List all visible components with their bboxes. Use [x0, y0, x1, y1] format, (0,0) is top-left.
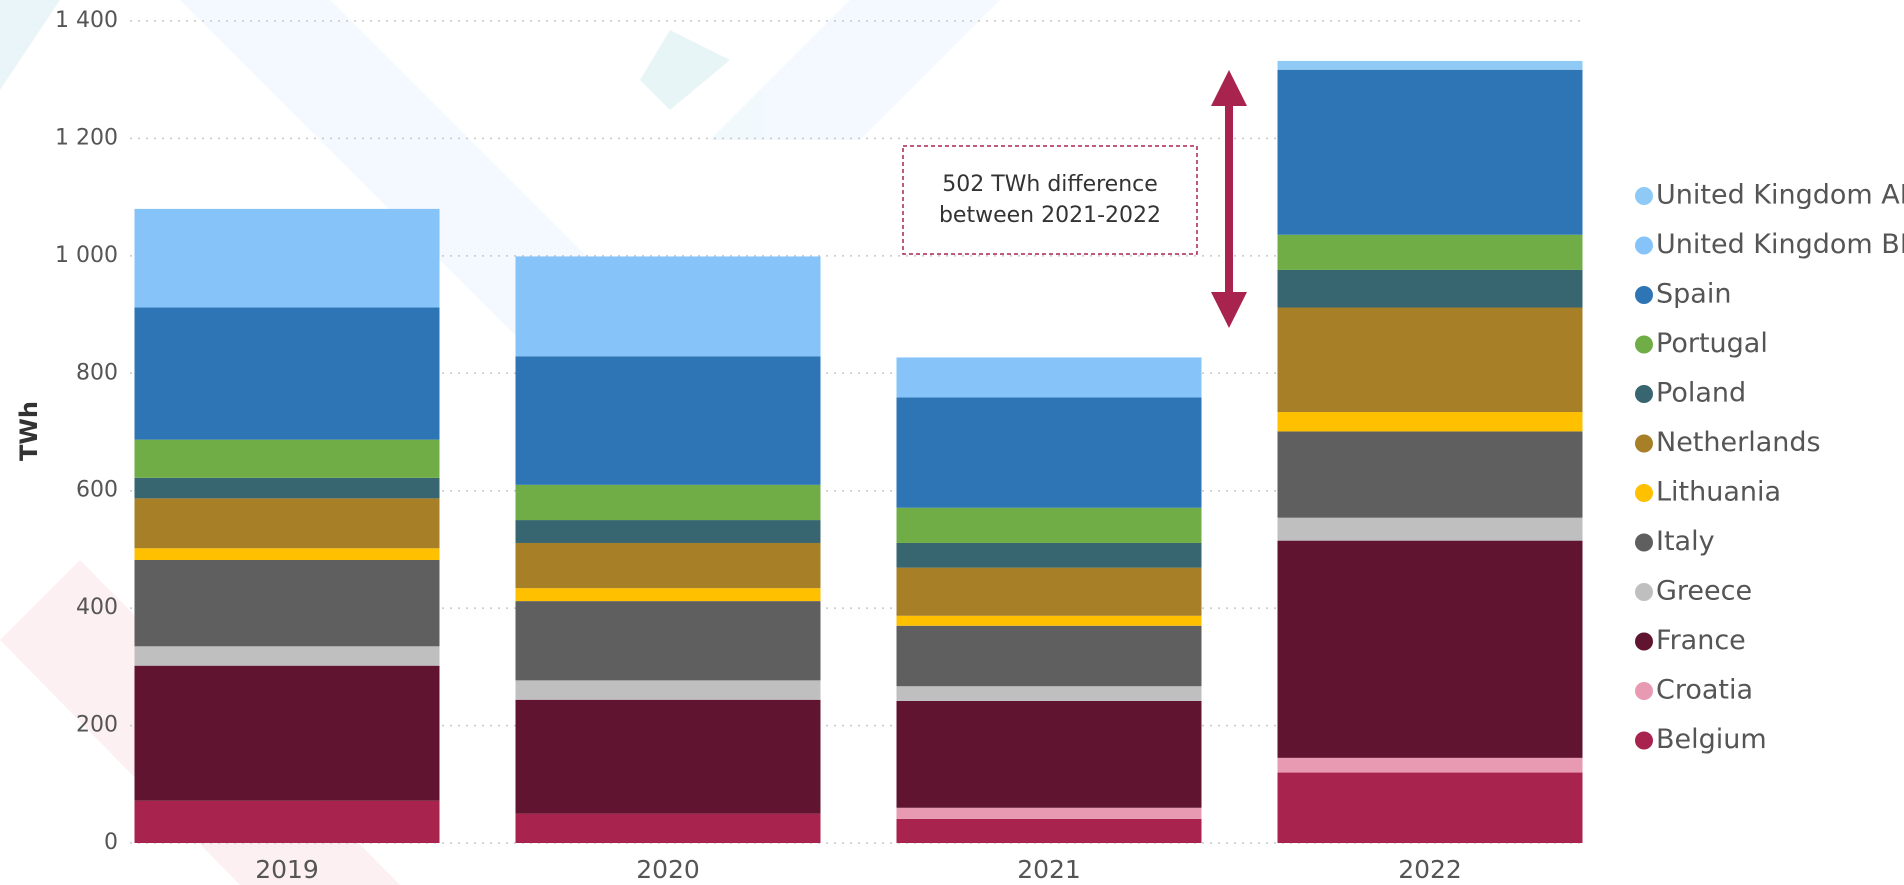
bar-segment: [515, 356, 821, 485]
legend-marker: [1635, 434, 1653, 453]
y-axis-label: TWh: [15, 401, 43, 461]
bar-segment: [134, 665, 440, 801]
legend-label: United Kingdom AB: [1656, 180, 1904, 211]
bar-segment: [896, 542, 1202, 568]
bar-segment: [515, 699, 821, 814]
y-tick-label: 800: [76, 360, 118, 385]
annotation-box: [902, 145, 1198, 255]
bar-segment: [1277, 431, 1583, 518]
bar-segment: [515, 256, 821, 357]
legend-marker: [1635, 682, 1653, 700]
legend-label: Poland: [1656, 378, 1746, 409]
y-tick-label: 1 000: [55, 243, 118, 268]
bar-segment: [1277, 60, 1583, 70]
bar-segment: [134, 800, 440, 843]
bar-segment: [134, 307, 440, 440]
bar-segment: [896, 397, 1202, 508]
legend-marker: [1635, 484, 1653, 502]
bar-segment: [515, 601, 821, 681]
bar-segment: [134, 498, 440, 549]
legend-label: Italy: [1656, 526, 1715, 557]
legend-label: Portugal: [1656, 328, 1768, 359]
bar-segment: [134, 548, 440, 560]
bar-segment: [896, 807, 1202, 819]
y-tick-label: 0: [104, 830, 118, 855]
y-tick-label: 600: [76, 478, 118, 503]
bar-segment: [134, 439, 440, 478]
legend-label: Lithuania: [1656, 477, 1781, 508]
bar-segment: [896, 357, 1202, 398]
legend-marker: [1635, 731, 1653, 750]
legend-label: France: [1656, 625, 1746, 656]
bar-segment: [1277, 307, 1583, 413]
bar-segment: [515, 680, 821, 700]
bar-segment: [1277, 757, 1583, 773]
annotation: 502 TWh difference between 2021-2022: [902, 70, 1247, 328]
x-tick-label: 2022: [1398, 855, 1462, 884]
bar-segment: [1277, 772, 1583, 843]
legend-marker: [1635, 632, 1653, 651]
bar-segment: [896, 615, 1202, 626]
bar-segment: [896, 686, 1202, 701]
legend-marker: [1635, 533, 1653, 552]
legend-label: United Kingdom BB: [1656, 229, 1904, 260]
plot: 0 200 400 600 800 1 000 1 200 1 400 2019 2020 2021…: [55, 8, 1585, 884]
bar-segment: [134, 646, 440, 666]
bar-segment: [134, 477, 440, 499]
legend-label: Croatia: [1656, 675, 1753, 706]
y-tick-label: 1 400: [55, 8, 118, 33]
bar-segment: [1277, 69, 1583, 235]
y-tick-label: 400: [76, 595, 118, 620]
bar-segment: [515, 484, 821, 521]
bar-segment: [1277, 412, 1583, 432]
bar-segment: [515, 520, 821, 543]
x-tick-label: 2020: [636, 855, 700, 884]
bar-segment: [896, 818, 1202, 843]
legend-marker: [1635, 187, 1653, 205]
legend-label: Belgium: [1656, 724, 1767, 755]
legend-marker: [1635, 385, 1653, 403]
bar-segment: [1277, 234, 1583, 270]
arrow-head: [1211, 70, 1247, 106]
bar-segment: [134, 208, 440, 308]
bar-segment: [896, 625, 1202, 687]
x-tick-label: 2021: [1017, 855, 1081, 884]
bar-segment: [896, 700, 1202, 808]
annotation-text: 502 TWh difference: [942, 172, 1158, 197]
arrow-head: [1211, 292, 1247, 328]
legend-marker: [1635, 286, 1653, 304]
legend-marker: [1635, 335, 1653, 354]
bar-segment: [896, 567, 1202, 616]
bar-segment: [515, 542, 821, 589]
bar-segment: [896, 507, 1202, 543]
legend-marker: [1635, 583, 1653, 601]
legend-label: Greece: [1656, 576, 1752, 607]
bar-segment: [515, 813, 821, 843]
annotation-text: between 2021-2022: [939, 203, 1161, 228]
bar-segment: [1277, 540, 1583, 758]
bar-segment: [1277, 517, 1583, 541]
bar-segment: [1277, 269, 1583, 308]
legend-label: Spain: [1656, 279, 1731, 310]
x-tick-label: 2019: [255, 855, 319, 884]
y-tick-label: 1 200: [55, 125, 118, 150]
legend-label: Netherlands: [1656, 427, 1821, 458]
bar-segment: [515, 588, 821, 602]
bar-segment: [134, 559, 440, 647]
y-tick-label: 200: [76, 713, 118, 738]
legend-marker: [1635, 236, 1653, 255]
